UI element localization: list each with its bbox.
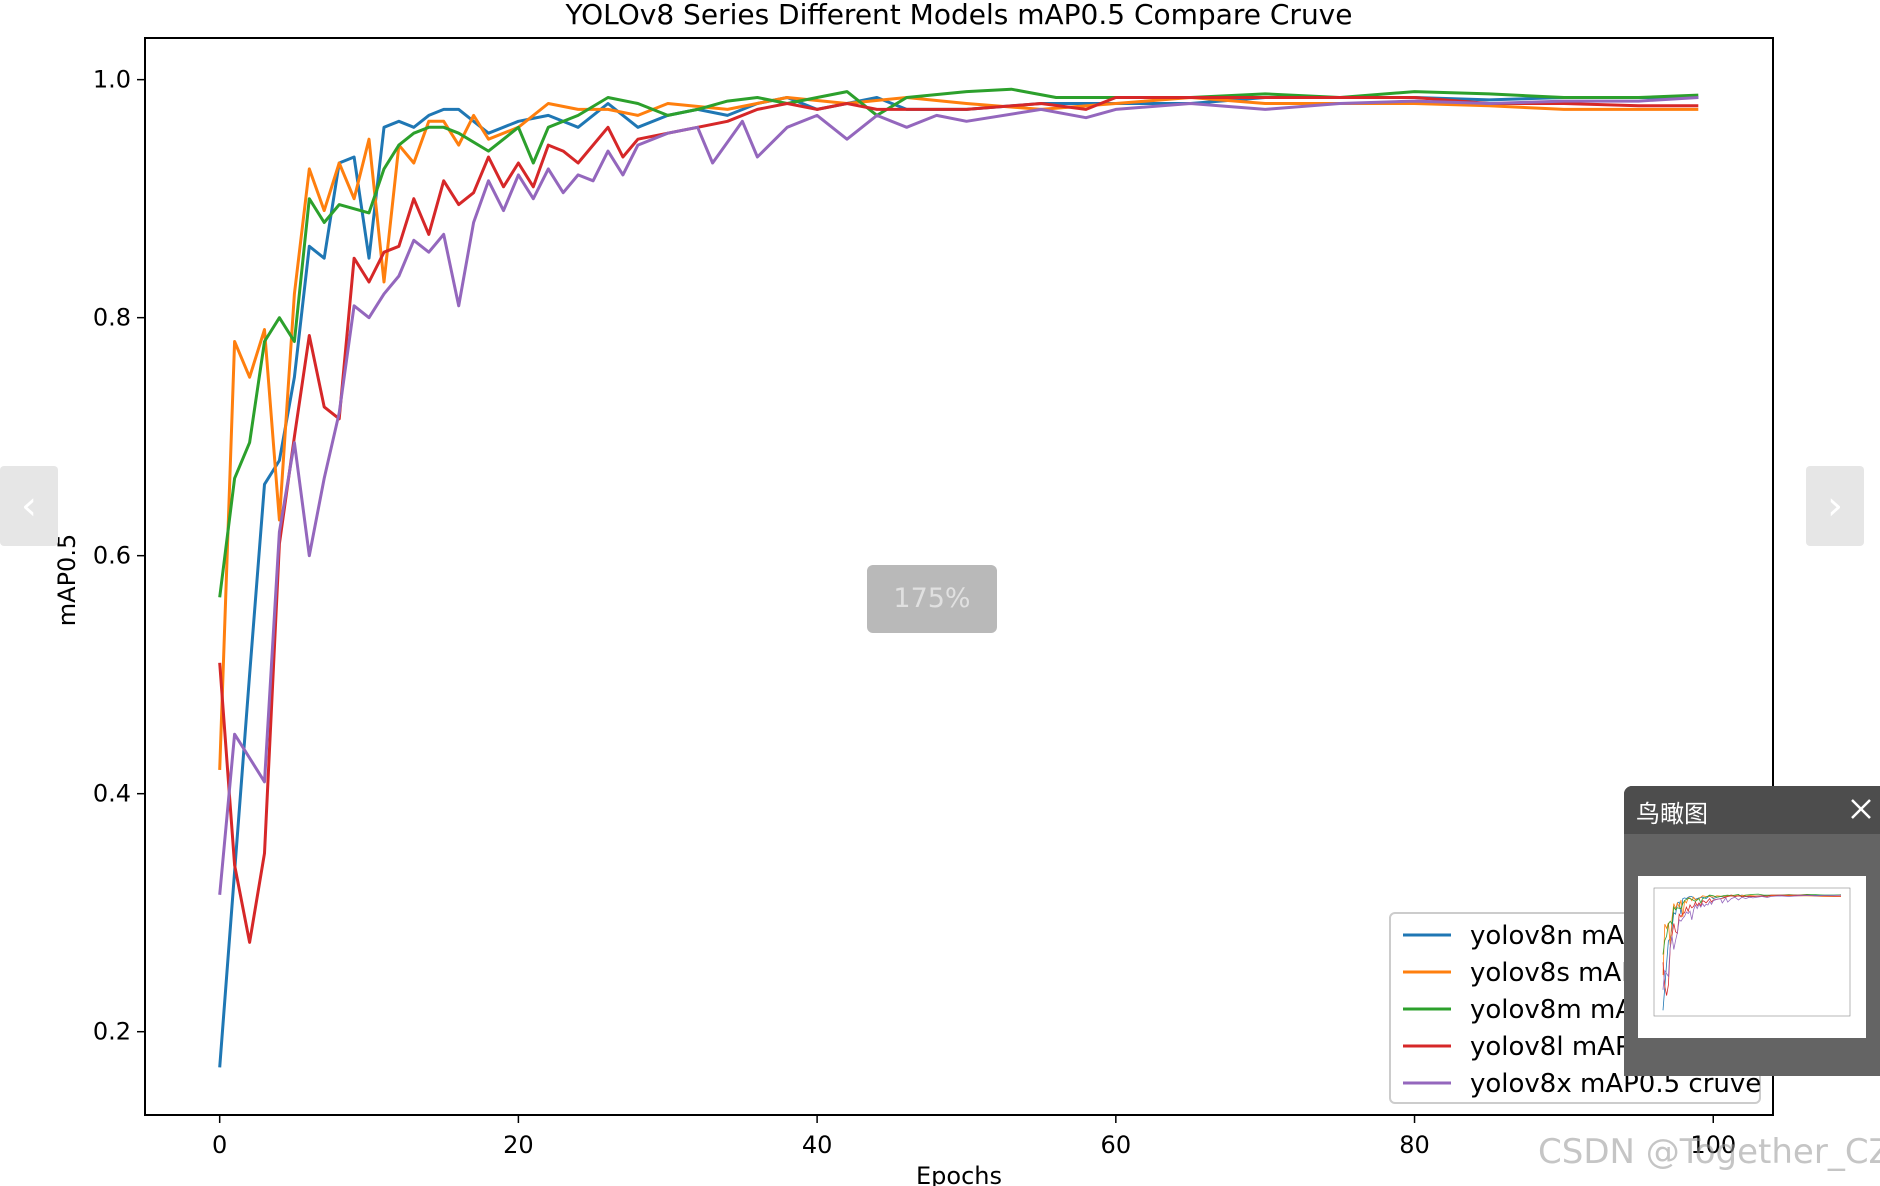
thumbnail-series-line (1662, 894, 1841, 996)
thumbnail-frame (1653, 887, 1851, 1017)
x-axis-label: Epochs (916, 1162, 1002, 1186)
chevron-left-icon: ‹ (21, 483, 37, 529)
series-line-4 (218, 96, 1699, 895)
x-tick-label: 100 (1690, 1131, 1736, 1159)
thumbnail-series-line (1662, 894, 1841, 1011)
x-tick-label: 40 (802, 1131, 833, 1159)
series-layer (218, 87, 1699, 1068)
thumbnail-series-line (1662, 893, 1842, 955)
series-line-2 (218, 87, 1699, 598)
ticks-layer: 0 20 40 60 80 100 0.2 0.4 0.6 0.8 1.0 (93, 66, 1736, 1159)
next-image-button[interactable]: › (1806, 466, 1864, 546)
birdseye-panel: 鸟瞰图 (1624, 786, 1880, 1076)
previous-image-button[interactable]: ‹ (0, 466, 58, 546)
y-tick-label: 0.6 (93, 542, 131, 570)
birdseye-header: 鸟瞰图 (1624, 786, 1880, 834)
y-tick-label: 0.8 (93, 304, 131, 332)
watermark: CSDN @Together_CZ (1538, 1132, 1880, 1172)
thumbnail-series-line (1662, 894, 1842, 990)
y-axis-label: mAP0.5 (53, 534, 81, 626)
x-tick-label: 60 (1101, 1131, 1132, 1159)
birdseye-thumbnail[interactable] (1638, 876, 1866, 1038)
series-line-1 (218, 96, 1699, 770)
x-tick-label: 20 (503, 1131, 534, 1159)
y-tick-label: 0.4 (93, 780, 131, 808)
y-tick-label: 0.2 (93, 1018, 131, 1046)
chevron-right-icon: › (1827, 483, 1843, 529)
y-tick-label: 1.0 (93, 66, 131, 94)
zoom-level-badge: 175% (867, 565, 997, 633)
x-tick-label: 80 (1399, 1131, 1430, 1159)
x-tick-label: 0 (212, 1131, 227, 1159)
close-icon[interactable] (1846, 794, 1876, 824)
plot-frame (144, 37, 1774, 1116)
chart-title: YOLOv8 Series Different Models mAP0.5 Co… (565, 0, 1353, 31)
series-line-3 (218, 96, 1699, 944)
birdseye-title: 鸟瞰图 (1636, 800, 1708, 828)
